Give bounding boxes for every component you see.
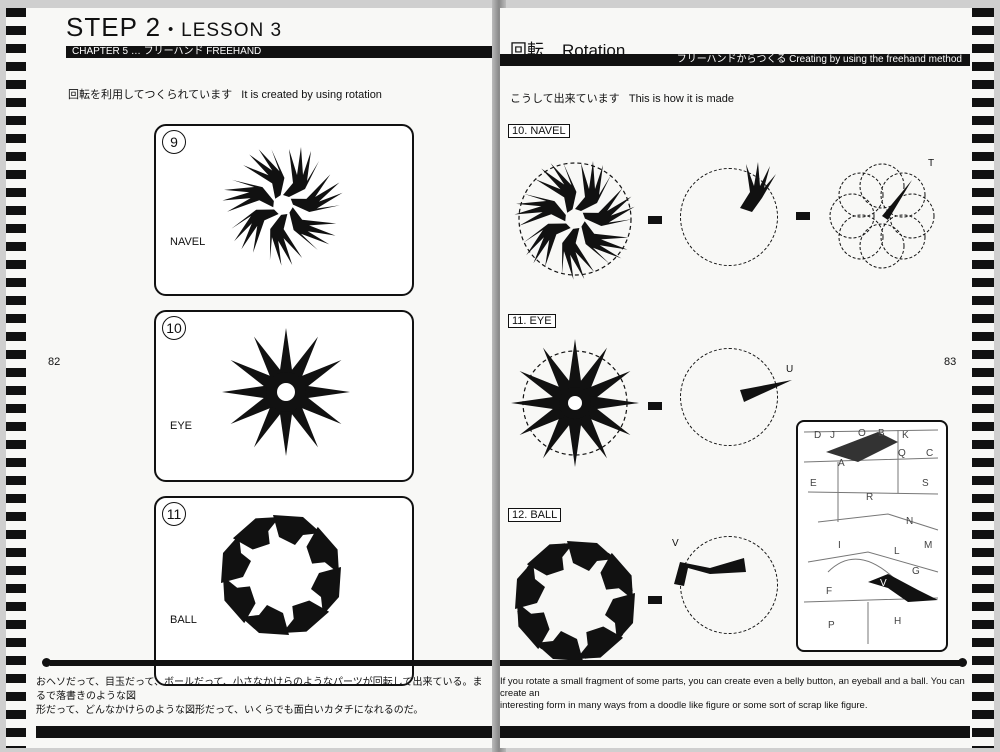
- piece-letter: N: [906, 516, 914, 527]
- intro-text: 回転を利用してつくられています It is created by using r…: [68, 86, 382, 102]
- arrow-icon: [648, 402, 662, 410]
- arrow-icon: [648, 596, 662, 604]
- ball-figure: [218, 512, 344, 638]
- piece-letter: O: [858, 428, 866, 439]
- binding-stripes-left: [6, 8, 26, 748]
- bottom-band: [500, 726, 970, 738]
- marker-label: V: [672, 538, 679, 549]
- piece-letter: V: [880, 578, 887, 589]
- footer-text: おヘソだって、目玉だって、ボールだって、小さなかけらのようなパーツが回転して出来…: [36, 676, 492, 736]
- piece-letter: I: [838, 540, 841, 551]
- piece-letter: P: [828, 620, 835, 631]
- piece-letter: G: [912, 566, 920, 577]
- marker-label: U: [786, 364, 794, 375]
- intro-text: こうして出来ています This is how it is made: [510, 90, 734, 106]
- piece-letter: H: [894, 616, 902, 627]
- eye-figure: [222, 328, 350, 456]
- card-ball: 11 BALL: [154, 496, 414, 686]
- footer-line: If you rotate a small fragment of some p…: [500, 676, 965, 699]
- band-dot: [42, 658, 51, 667]
- ball-fragment: [674, 558, 746, 586]
- piece-letter: L: [894, 546, 900, 557]
- intro-en: It is created by using rotation: [241, 89, 382, 101]
- piece-letter: D: [814, 430, 822, 441]
- intro-jp: こうして出来ています: [510, 93, 620, 105]
- piece-letter: R: [866, 492, 874, 503]
- page-number: 82: [48, 356, 61, 368]
- piece-letter: A: [838, 458, 845, 469]
- binding-stripes-right: [972, 8, 994, 748]
- chapter-bar: CHAPTER 5 … フリーハンド FREEHAND: [66, 46, 494, 58]
- step-label: 10. NAVEL: [508, 124, 570, 138]
- piece-letter: J: [830, 430, 835, 441]
- piece-letter: E: [810, 478, 817, 489]
- left-page: STEP 2・LESSON 3 CHAPTER 5 … フリーハンド FREEH…: [6, 8, 494, 748]
- piece-letter: K: [902, 430, 909, 441]
- navel-build: [510, 154, 640, 284]
- footer-line: おヘソだって、目玉だって、ボールだって、小さなかけらのようなパーツが回転して出来…: [36, 677, 483, 702]
- footer-band: [50, 660, 494, 666]
- card-navel: 9 NAVEL: [154, 124, 414, 296]
- piece-letter: F: [826, 586, 833, 597]
- title-lesson: LESSON 3: [181, 20, 283, 41]
- piece-letter: S: [922, 478, 929, 489]
- footer-line: 形だって、どんなかけらのような図形だって、いくらでも面白いカタチになれるのだ。: [36, 705, 424, 716]
- piece-letter: B: [878, 428, 885, 439]
- intro-jp: 回転を利用してつくられています: [68, 89, 233, 101]
- piece-letter: M: [924, 540, 933, 551]
- intro-en: This is how it is made: [628, 93, 734, 105]
- card-label: EYE: [170, 420, 193, 432]
- eye-build: [511, 339, 639, 467]
- card-eye: 10 EYE: [154, 310, 414, 482]
- footer-text: If you rotate a small fragment of some p…: [500, 676, 970, 736]
- step-label: 12. BALL: [508, 508, 562, 522]
- marker-label: T: [928, 158, 935, 169]
- right-page: 回転 Rotation フリーハンドからつくる Creating by using…: [500, 8, 994, 748]
- eye-fragment: [740, 380, 792, 402]
- bottom-band: [36, 726, 492, 738]
- fragment-sheet: D J O B K E A Q C R S N I L M G F V P H: [796, 420, 948, 652]
- fragment-sheet-lines: [803, 429, 939, 644]
- title-sep: ・: [161, 20, 182, 41]
- rotation-circles: [829, 163, 935, 269]
- piece-letter: C: [926, 448, 934, 459]
- page-number: 83: [944, 356, 957, 368]
- piece-letter: Q: [898, 448, 906, 459]
- card-number: 9: [162, 130, 186, 154]
- step-label: 11. EYE: [508, 314, 556, 328]
- page-title: STEP 2・LESSON 3: [66, 12, 282, 43]
- title-step: STEP 2: [66, 12, 162, 42]
- ball-build: [510, 536, 640, 666]
- footer-band: [500, 660, 960, 666]
- navel-figure: [218, 140, 348, 270]
- arrow-icon: [648, 216, 662, 224]
- card-number: 10: [162, 316, 186, 340]
- card-number: 11: [162, 502, 186, 526]
- guide-circle: [680, 168, 778, 266]
- footer-line: interesting form in many ways from a doo…: [500, 700, 868, 711]
- guide-circle: [680, 348, 778, 446]
- header-bar: フリーハンドからつくる Creating by using the freeha…: [500, 54, 970, 66]
- band-dot: [958, 658, 967, 667]
- arrow-icon: [796, 212, 810, 220]
- card-label: NAVEL: [170, 236, 206, 248]
- card-label: BALL: [170, 614, 197, 626]
- navel-fragment: [740, 162, 776, 212]
